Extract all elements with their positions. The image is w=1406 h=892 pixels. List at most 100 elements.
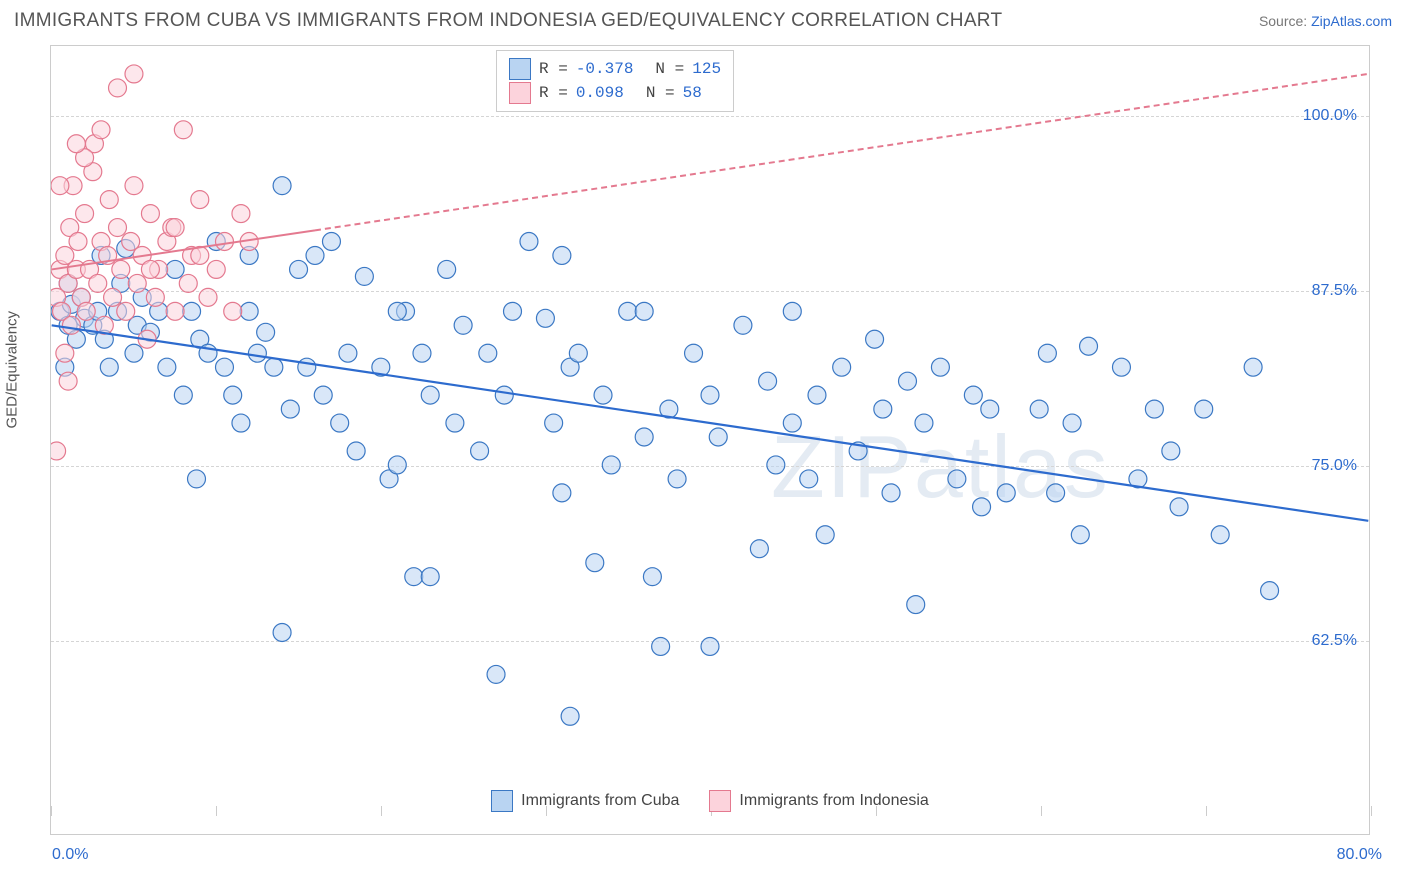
data-point (265, 358, 283, 376)
data-point (92, 121, 110, 139)
data-point (117, 302, 135, 320)
data-point (1170, 498, 1188, 516)
data-point (602, 456, 620, 474)
data-point (166, 219, 184, 237)
data-point (281, 400, 299, 418)
data-point (104, 288, 122, 306)
scatter-svg (51, 46, 1369, 834)
trend-line (52, 230, 315, 269)
n-label-2: N = (646, 81, 675, 105)
source-link[interactable]: ZipAtlas.com (1311, 13, 1392, 29)
data-point (413, 344, 431, 362)
data-point (224, 302, 242, 320)
data-point (141, 260, 159, 278)
data-point (273, 177, 291, 195)
data-point (1195, 400, 1213, 418)
data-point (586, 554, 604, 572)
data-point (520, 233, 538, 251)
data-point (240, 302, 258, 320)
data-point (1030, 400, 1048, 418)
data-point (973, 498, 991, 516)
data-point (62, 316, 80, 334)
data-point (51, 177, 69, 195)
data-point (146, 288, 164, 306)
data-point (273, 624, 291, 642)
data-point (545, 414, 563, 432)
data-point (1244, 358, 1262, 376)
data-point (652, 637, 670, 655)
data-point (1112, 358, 1130, 376)
data-point (866, 330, 884, 348)
data-point (536, 309, 554, 327)
data-point (874, 400, 892, 418)
data-point (882, 484, 900, 502)
source-attribution: Source: ZipAtlas.com (1259, 13, 1392, 29)
data-point (709, 428, 727, 446)
swatch-indonesia (509, 82, 531, 104)
data-point (405, 568, 423, 586)
data-point (77, 302, 95, 320)
data-point (471, 442, 489, 460)
r-label: R = (539, 57, 568, 81)
data-point (339, 344, 357, 362)
data-point (594, 386, 612, 404)
data-point (188, 470, 206, 488)
data-point (1063, 414, 1081, 432)
data-point (290, 260, 308, 278)
data-point (964, 386, 982, 404)
data-point (1261, 582, 1279, 600)
data-point (216, 358, 234, 376)
correlation-stats-box: R = -0.378 N = 125 R = 0.098 N = 58 (496, 50, 734, 112)
data-point (569, 344, 587, 362)
data-point (59, 372, 77, 390)
data-point (141, 205, 159, 223)
data-point (997, 484, 1015, 502)
data-point (257, 323, 275, 341)
data-point (179, 274, 197, 292)
data-point (388, 302, 406, 320)
data-point (183, 302, 201, 320)
data-point (635, 428, 653, 446)
data-point (100, 358, 118, 376)
data-point (314, 386, 332, 404)
data-point (981, 400, 999, 418)
data-point (701, 637, 719, 655)
data-point (56, 344, 74, 362)
data-point (701, 386, 719, 404)
data-point (347, 442, 365, 460)
data-point (166, 260, 184, 278)
data-point (948, 470, 966, 488)
data-point (112, 260, 130, 278)
data-point (109, 219, 127, 237)
data-point (759, 372, 777, 390)
data-point (808, 386, 826, 404)
data-point (421, 568, 439, 586)
data-point (561, 707, 579, 725)
data-point (355, 267, 373, 285)
data-point (125, 344, 143, 362)
data-point (216, 233, 234, 251)
data-point (685, 344, 703, 362)
data-point (783, 414, 801, 432)
data-point (331, 414, 349, 432)
data-point (125, 65, 143, 83)
data-point (224, 386, 242, 404)
data-point (100, 191, 118, 209)
data-point (734, 316, 752, 334)
data-point (643, 568, 661, 586)
r-label-2: R = (539, 81, 568, 105)
x-axis-max-label: 80.0% (1337, 846, 1382, 864)
data-point (931, 358, 949, 376)
data-point (907, 596, 925, 614)
data-point (1038, 344, 1056, 362)
data-point (76, 205, 94, 223)
data-point (232, 414, 250, 432)
data-point (166, 302, 184, 320)
data-point (199, 288, 217, 306)
data-point (767, 456, 785, 474)
data-point (495, 386, 513, 404)
stats-row-indonesia: R = 0.098 N = 58 (509, 81, 721, 105)
data-point (322, 233, 340, 251)
data-point (89, 274, 107, 292)
data-point (479, 344, 497, 362)
